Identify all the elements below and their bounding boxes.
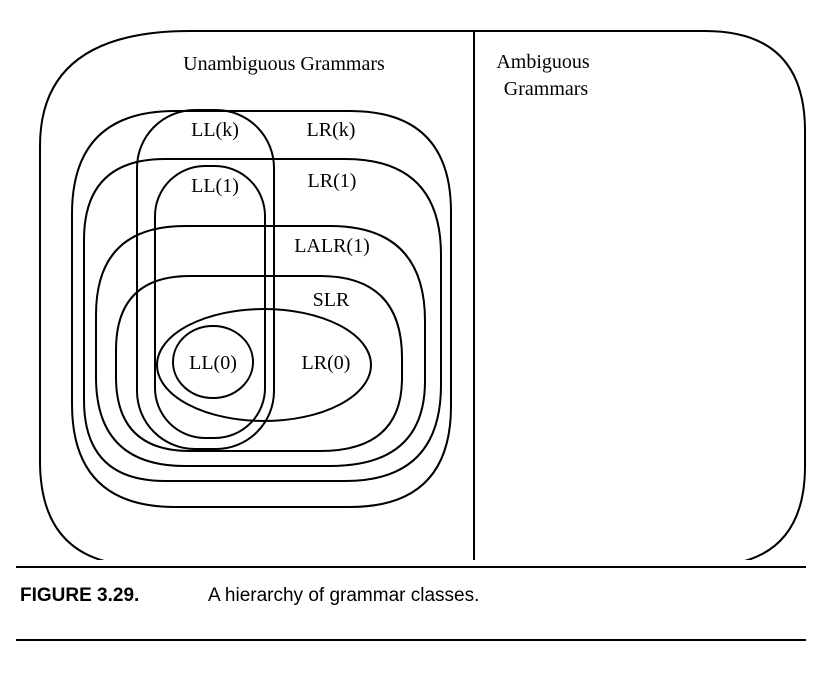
llk-label: LL(k) — [191, 119, 239, 141]
ambiguous-grammars-label-line1: Ambiguous — [496, 51, 590, 73]
lalr1-region — [95, 225, 426, 467]
lr1-label: LR(1) — [308, 170, 357, 192]
grammar-hierarchy-diagram: Unambiguous Grammars Ambiguous Grammars … — [39, 30, 806, 560]
figure-number: FIGURE 3.29. — [20, 585, 140, 606]
slr-region — [115, 275, 403, 452]
caption-text: A hierarchy of grammar classes. — [208, 585, 480, 606]
caption-bottom-rule — [16, 639, 806, 641]
lrk-label: LR(k) — [307, 119, 356, 141]
ll1-region — [154, 165, 266, 439]
all-grammars-boundary — [39, 30, 806, 560]
lrk-region — [71, 110, 452, 508]
ambiguous-grammars-label-line2: Grammars — [504, 78, 589, 100]
ll0-region — [172, 325, 254, 399]
llk-region — [136, 109, 275, 450]
slr-label: SLR — [313, 289, 350, 311]
unambiguous-grammars-label: Unambiguous Grammars — [183, 53, 385, 75]
ll0-label: LL(0) — [189, 352, 237, 374]
lr1-region — [83, 158, 442, 482]
lalr1-label: LALR(1) — [294, 235, 370, 257]
figure-caption: FIGURE 3.29. A hierarchy of grammar class… — [20, 585, 479, 607]
ll1-label: LL(1) — [191, 175, 239, 197]
lr0-label: LR(0) — [302, 352, 351, 374]
caption-top-rule — [16, 566, 806, 568]
